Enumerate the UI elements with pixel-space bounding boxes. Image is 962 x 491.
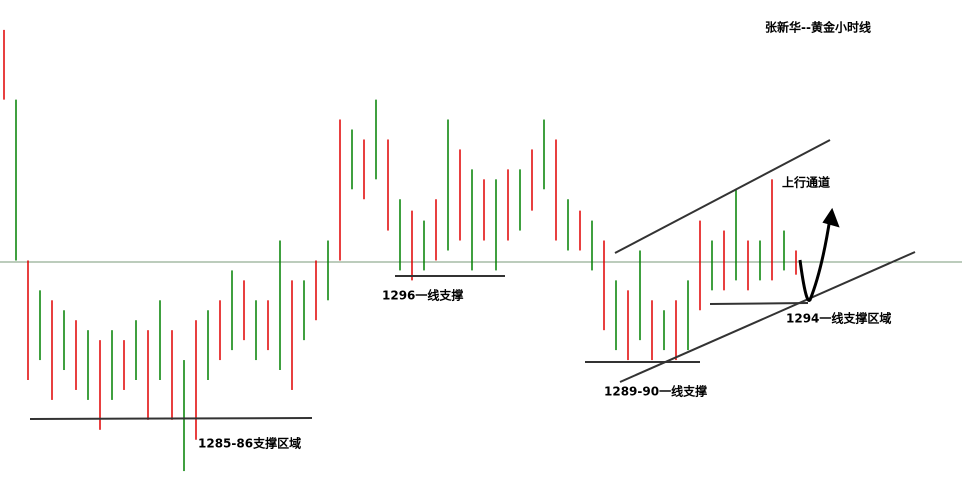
annotation: 1294一线支撑区域 <box>786 311 891 326</box>
channel-line <box>619 251 916 383</box>
chart-title: 张新华--黄金小时线 <box>765 20 871 35</box>
arrow-head <box>822 207 840 228</box>
annotation: 1296一线支撑 <box>382 288 463 303</box>
support-line <box>709 302 809 305</box>
support-line <box>29 417 313 420</box>
drawings <box>29 139 916 420</box>
channel-line <box>614 139 831 254</box>
annotation: 1289-90一线支撑 <box>604 384 707 399</box>
annotation: 上行通道 <box>782 175 830 190</box>
price-bars <box>3 29 797 472</box>
annotation: 1285-86支撑区域 <box>198 436 301 451</box>
trend-arrow <box>798 217 832 302</box>
